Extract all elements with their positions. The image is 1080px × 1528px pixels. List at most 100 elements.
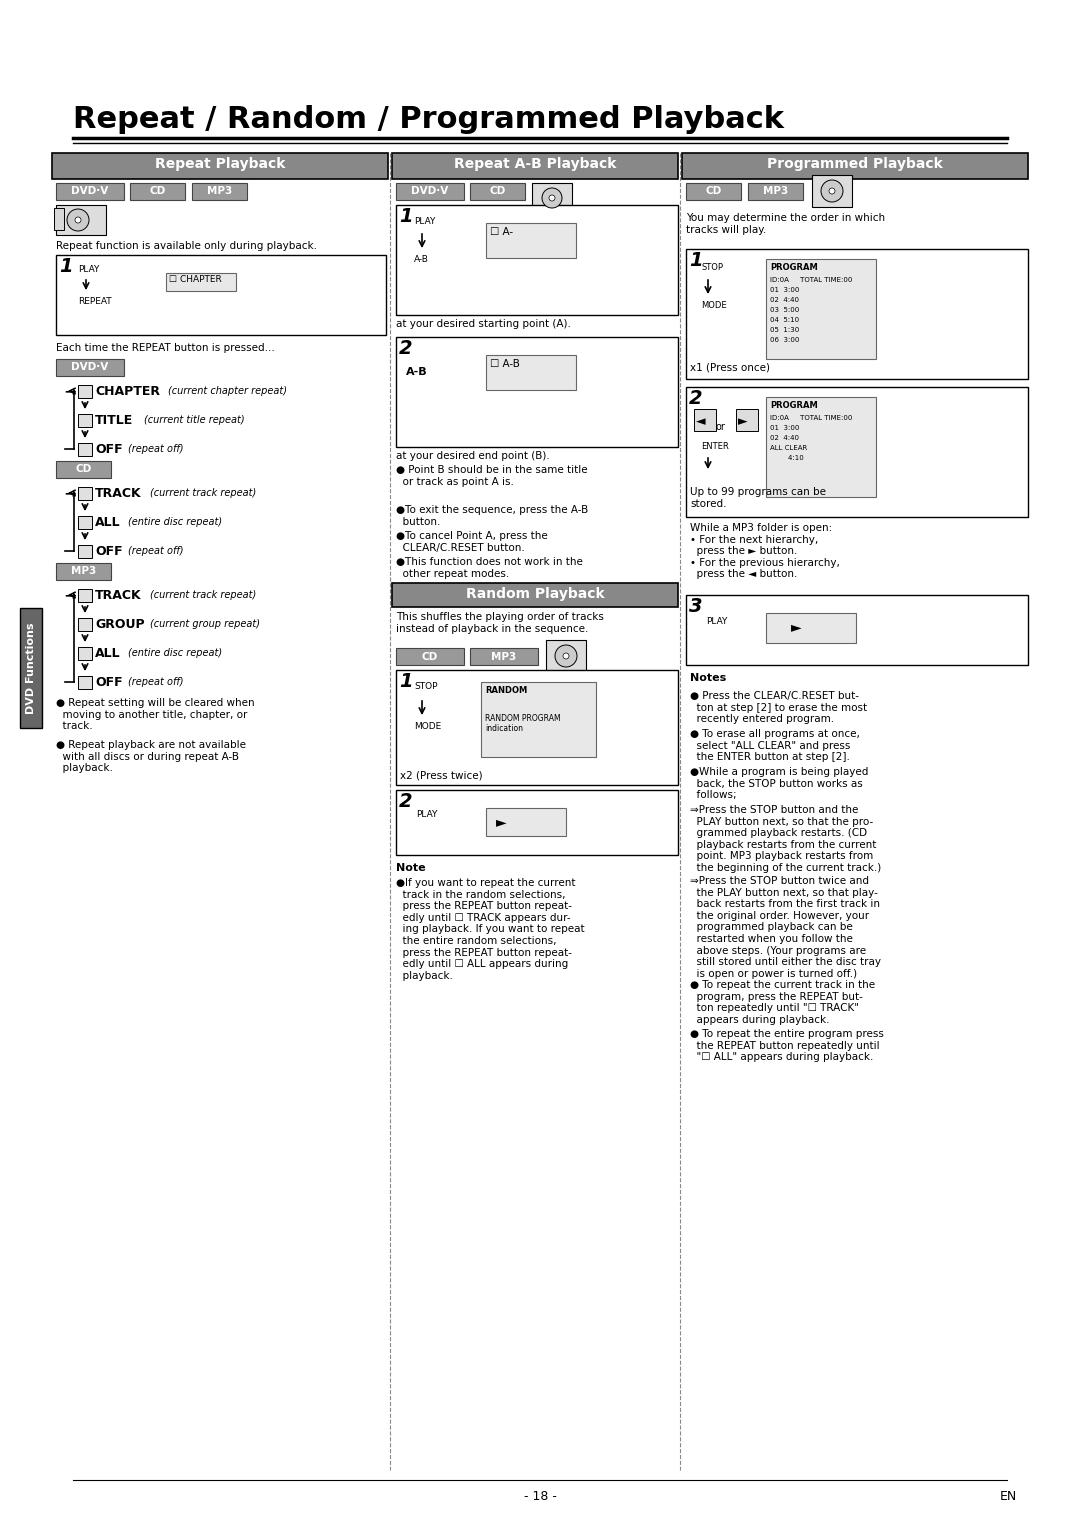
Text: DVD Functions: DVD Functions xyxy=(26,622,36,714)
Text: ►: ► xyxy=(791,620,801,634)
Bar xyxy=(694,410,716,431)
Text: (entire disc repeat): (entire disc repeat) xyxy=(129,648,222,659)
Text: →: → xyxy=(64,588,76,604)
Circle shape xyxy=(75,217,81,223)
Bar xyxy=(130,183,185,200)
Circle shape xyxy=(542,188,562,208)
Text: Random Playback: Random Playback xyxy=(465,587,605,601)
Text: Repeat function is available only during playback.: Repeat function is available only during… xyxy=(56,241,318,251)
Text: OFF: OFF xyxy=(95,675,123,689)
Text: DVD·V: DVD·V xyxy=(411,186,448,197)
Text: DVD·V: DVD·V xyxy=(71,362,109,373)
Text: x2 (Press twice): x2 (Press twice) xyxy=(400,772,483,781)
Bar xyxy=(812,176,852,206)
Text: ALL CLEAR: ALL CLEAR xyxy=(770,445,807,451)
Text: (current track repeat): (current track repeat) xyxy=(150,487,256,498)
Text: PLAY: PLAY xyxy=(706,617,727,626)
Bar xyxy=(766,613,856,643)
Circle shape xyxy=(821,180,843,202)
Text: TITLE: TITLE xyxy=(95,414,133,426)
Text: ● Press the CLEAR/C.RESET but-
  ton at step [2] to erase the most
  recently en: ● Press the CLEAR/C.RESET but- ton at st… xyxy=(690,691,867,724)
Text: CD: CD xyxy=(149,186,165,197)
Text: →: → xyxy=(64,487,76,501)
Text: This shuffles the playing order of tracks
instead of playback in the sequence.: This shuffles the playing order of track… xyxy=(396,613,604,634)
Bar xyxy=(192,183,247,200)
Bar xyxy=(686,387,1028,516)
Bar xyxy=(56,183,124,200)
Bar xyxy=(392,584,678,607)
Text: TRACK: TRACK xyxy=(95,487,141,500)
Text: ● To erase all programs at once,
  select "ALL CLEAR" and press
  the ENTER butt: ● To erase all programs at once, select … xyxy=(690,729,860,762)
Text: RANDOM PROGRAM
indication: RANDOM PROGRAM indication xyxy=(485,714,561,733)
Text: MP3: MP3 xyxy=(207,186,232,197)
Text: (current chapter repeat): (current chapter repeat) xyxy=(168,387,287,396)
Text: A-B: A-B xyxy=(414,255,429,264)
Text: ● To repeat the entire program press
  the REPEAT button repeatedly until
  "☐ A: ● To repeat the entire program press the… xyxy=(690,1028,883,1062)
Text: Programmed Playback: Programmed Playback xyxy=(767,157,943,171)
Text: ●To exit the sequence, press the A-B
  button.: ●To exit the sequence, press the A-B but… xyxy=(396,504,589,527)
Bar xyxy=(766,260,876,359)
Text: ● Point B should be in the same title
  or track as point A is.: ● Point B should be in the same title or… xyxy=(396,465,588,486)
Circle shape xyxy=(563,652,569,659)
Text: x1 (Press once): x1 (Press once) xyxy=(690,364,770,373)
Text: Note: Note xyxy=(396,863,426,872)
Text: 1: 1 xyxy=(399,206,413,226)
Bar xyxy=(78,675,92,689)
Text: ● To repeat the current track in the
  program, press the REPEAT but-
  ton repe: ● To repeat the current track in the pro… xyxy=(690,979,875,1025)
Text: MODE: MODE xyxy=(701,301,727,310)
Bar xyxy=(766,397,876,497)
Bar xyxy=(486,223,576,258)
Text: REPEAT: REPEAT xyxy=(78,296,111,306)
Text: 4:10: 4:10 xyxy=(770,455,804,461)
Text: GROUP: GROUP xyxy=(95,617,145,631)
Text: ALL: ALL xyxy=(95,646,121,660)
Text: ⇒Press the STOP button and the
  PLAY button next, so that the pro-
  grammed pl: ⇒Press the STOP button and the PLAY butt… xyxy=(690,805,881,872)
Text: 05  1:30: 05 1:30 xyxy=(770,327,799,333)
Circle shape xyxy=(549,196,555,202)
Text: ●While a program is being played
  back, the STOP button works as
  follows;: ●While a program is being played back, t… xyxy=(690,767,868,801)
Text: MP3: MP3 xyxy=(71,567,96,576)
Bar xyxy=(78,588,92,602)
Text: Each time the REPEAT button is pressed...: Each time the REPEAT button is pressed..… xyxy=(56,342,274,353)
Text: at your desired end point (B).: at your desired end point (B). xyxy=(396,451,550,461)
Text: CD: CD xyxy=(705,186,721,197)
Text: ALL: ALL xyxy=(95,516,121,529)
Text: 06  3:00: 06 3:00 xyxy=(770,338,799,342)
Text: Repeat / Random / Programmed Playback: Repeat / Random / Programmed Playback xyxy=(73,105,784,134)
Text: 02  4:40: 02 4:40 xyxy=(770,296,799,303)
Text: or: or xyxy=(716,422,726,432)
Text: PLAY: PLAY xyxy=(414,217,435,226)
Text: CHAPTER: CHAPTER xyxy=(95,385,160,397)
Bar xyxy=(470,648,538,665)
Bar xyxy=(78,646,92,660)
Text: 01  3:00: 01 3:00 xyxy=(770,287,799,293)
Text: MODE: MODE xyxy=(414,723,442,730)
Bar xyxy=(686,249,1028,379)
Text: 2: 2 xyxy=(399,792,413,811)
Bar xyxy=(532,183,572,212)
Text: ☐ A-B: ☐ A-B xyxy=(490,359,519,368)
Bar xyxy=(735,410,758,431)
Bar xyxy=(54,208,64,231)
Text: 1: 1 xyxy=(59,257,72,277)
Bar xyxy=(396,205,678,315)
Text: 3: 3 xyxy=(689,597,703,616)
Bar xyxy=(470,183,525,200)
Bar xyxy=(686,183,741,200)
Bar xyxy=(546,640,586,672)
Text: ☐ CHAPTER: ☐ CHAPTER xyxy=(168,275,221,284)
Text: OFF: OFF xyxy=(95,443,123,455)
Text: A-B: A-B xyxy=(406,367,428,377)
Bar xyxy=(396,183,464,200)
Bar xyxy=(78,545,92,558)
Text: ☐ A-: ☐ A- xyxy=(490,228,513,237)
Text: PLAY: PLAY xyxy=(78,264,99,274)
Bar xyxy=(78,617,92,631)
Text: You may determine the order in which
tracks will play.: You may determine the order in which tra… xyxy=(686,212,886,235)
Text: Up to 99 programs can be
stored.: Up to 99 programs can be stored. xyxy=(690,487,826,509)
Text: RANDOM: RANDOM xyxy=(485,686,527,695)
Bar xyxy=(78,487,92,500)
Bar xyxy=(21,608,42,727)
Text: STOP: STOP xyxy=(701,263,723,272)
Text: ● Repeat setting will be cleared when
  moving to another title, chapter, or
  t: ● Repeat setting will be cleared when mo… xyxy=(56,698,255,732)
